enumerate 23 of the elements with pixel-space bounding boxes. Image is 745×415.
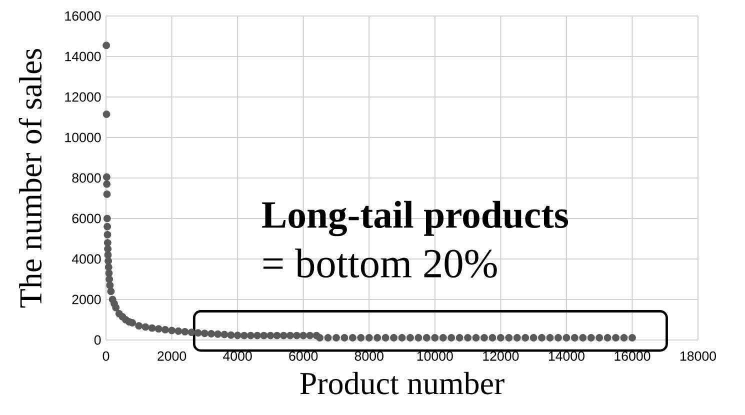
y-tick-label: 6000 xyxy=(72,214,101,224)
x-tick-label: 14000 xyxy=(548,351,584,361)
y-tick-label: 8000 xyxy=(72,173,101,183)
x-tick-label: 12000 xyxy=(483,351,519,361)
y-tick-label: 12000 xyxy=(65,92,101,102)
x-tick-label: 10000 xyxy=(417,351,453,361)
x-tick-label: 0 xyxy=(102,351,110,361)
y-tick-label: 16000 xyxy=(65,11,101,21)
annotation: = bottom 20% xyxy=(263,248,497,278)
x-tick-label: 4000 xyxy=(223,351,252,361)
x-tick-label: 18000 xyxy=(680,351,716,361)
y-tick-label: 0 xyxy=(94,335,101,345)
y-axis-title: The number of sales xyxy=(18,48,42,308)
annotation: Long-tail products xyxy=(262,200,568,236)
y-tick-label: 4000 xyxy=(72,254,101,264)
y-tick-label: 14000 xyxy=(65,52,101,62)
x-tick-label: 8000 xyxy=(354,351,384,361)
y-tick-label: 2000 xyxy=(72,294,101,304)
x-tick-label: 16000 xyxy=(614,351,650,361)
x-tick-label: 6000 xyxy=(289,351,318,361)
y-tick-label: 10000 xyxy=(65,132,101,142)
x-axis-title: Product number xyxy=(300,372,504,394)
x-tick-label: 2000 xyxy=(158,351,186,361)
